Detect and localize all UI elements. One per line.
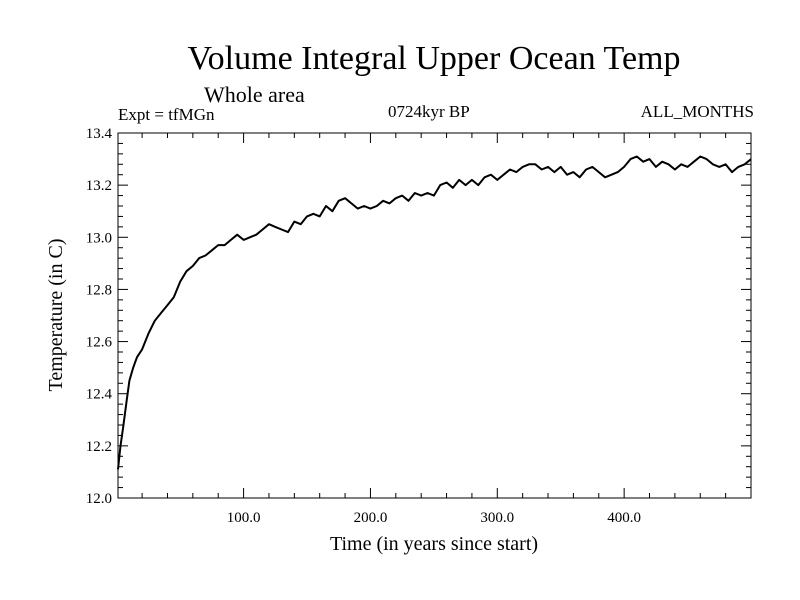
y-tick-label: 13.2 [86, 178, 112, 194]
y-tick-label: 12.4 [86, 387, 113, 403]
x-axis-label: Time (in years since start) [330, 533, 538, 555]
x-tick-label: 400.0 [607, 510, 641, 526]
y-axis-ticks: 12.0 12.2 12.4 12.6 12.8 13.0 13.2 13.4 [86, 126, 751, 507]
y-axis-label: Temperature (in C) [45, 239, 67, 392]
x-axis-ticks: 100.0 200.0 300.0 400.0 [141, 133, 727, 526]
chart-subtitle: Whole area [204, 82, 305, 107]
series-line [117, 155, 752, 470]
y-tick-label: 12.0 [86, 491, 112, 507]
experiment-label: Expt = tfMGn [118, 105, 215, 124]
y-tick-label: 12.6 [86, 335, 113, 351]
x-tick-label: 300.0 [480, 510, 514, 526]
y-tick-label: 13.4 [86, 126, 113, 142]
y-tick-label: 13.0 [86, 230, 112, 246]
months-label: ALL_MONTHS [640, 102, 754, 121]
x-tick-label: 200.0 [354, 510, 388, 526]
chart-title: Volume Integral Upper Ocean Temp [187, 40, 681, 77]
y-tick-label: 12.2 [86, 439, 112, 455]
plot-frame [117, 132, 752, 499]
x-tick-label: 100.0 [227, 510, 261, 526]
period-label: 0724kyr BP [388, 102, 470, 121]
y-tick-label: 12.8 [86, 282, 112, 298]
